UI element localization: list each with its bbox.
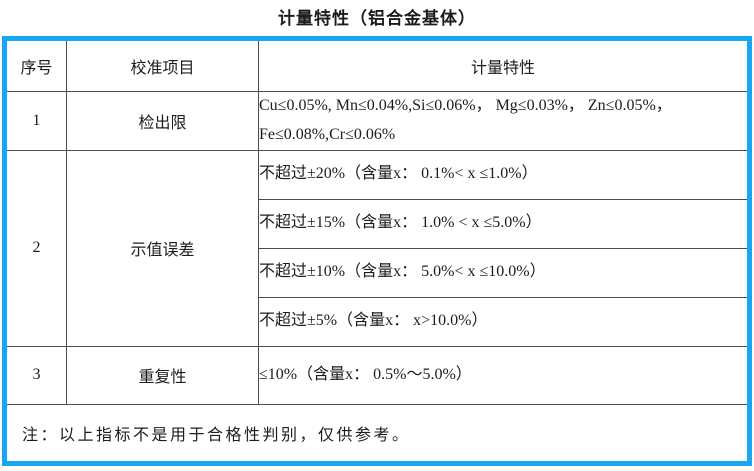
metrology-spec-table: 序号 校准项目 计量特性 1 检出限 Cu≤0.05%, Mn≤0.04%,Si… xyxy=(2,36,752,466)
calibration-item-cell: 示值误差 xyxy=(66,149,259,347)
serial-no-cell: 2 xyxy=(4,149,67,347)
spec-cell-repeatability: ≤10%（含量x： 0.5%～5.0%） xyxy=(258,345,750,405)
spec-cell-detection-limit: Cu≤0.05%, Mn≤0.04%,Si≤0.06%， Mg≤0.03%， Z… xyxy=(258,91,750,151)
table-subrow: 不超过±10%（含量x： 5.0%< x ≤10.0%） xyxy=(5,247,750,298)
column-header-serial-no: 序号 xyxy=(4,38,67,92)
column-header-metrological-characteristic: 计量特性 xyxy=(258,38,750,92)
spec-cell-error-20pct: 不超过±20%（含量x： 0.1%< x ≤1.0%） xyxy=(258,149,750,200)
table-note: 注：以上指标不是用于合格性判别，仅供参考。 xyxy=(4,403,750,464)
table-row-detection-limit: 1 检出限 Cu≤0.05%, Mn≤0.04%,Si≤0.06%， Mg≤0.… xyxy=(4,91,750,151)
page-title: 计量特性（铝合金基体） xyxy=(278,9,476,28)
calibration-item-cell: 重复性 xyxy=(66,345,259,405)
serial-no-cell: 3 xyxy=(4,345,67,405)
spec-cell-error-5pct: 不超过±5%（含量x： x>10.0%） xyxy=(258,296,750,347)
serial-no-cell: 1 xyxy=(4,91,67,151)
calibration-item-cell: 检出限 xyxy=(66,91,259,151)
spec-cell-error-10pct: 不超过±10%（含量x： 5.0%< x ≤10.0%） xyxy=(258,247,750,298)
table-note-row: 注：以上指标不是用于合格性判别，仅供参考。 xyxy=(4,403,750,464)
table-subrow: 不超过±15%（含量x： 1.0% < x ≤5.0%） xyxy=(5,198,750,249)
table-row-indication-error: 2 示值误差 不超过±20%（含量x： 0.1%< x ≤1.0%） xyxy=(4,149,750,347)
table-header-row: 序号 校准项目 计量特性 xyxy=(4,38,750,92)
column-header-calibration-item: 校准项目 xyxy=(66,38,259,92)
table-row-repeatability: 3 重复性 ≤10%（含量x： 0.5%～5.0%） xyxy=(4,345,750,405)
spec-cell-error-15pct: 不超过±15%（含量x： 1.0% < x ≤5.0%） xyxy=(258,198,750,249)
